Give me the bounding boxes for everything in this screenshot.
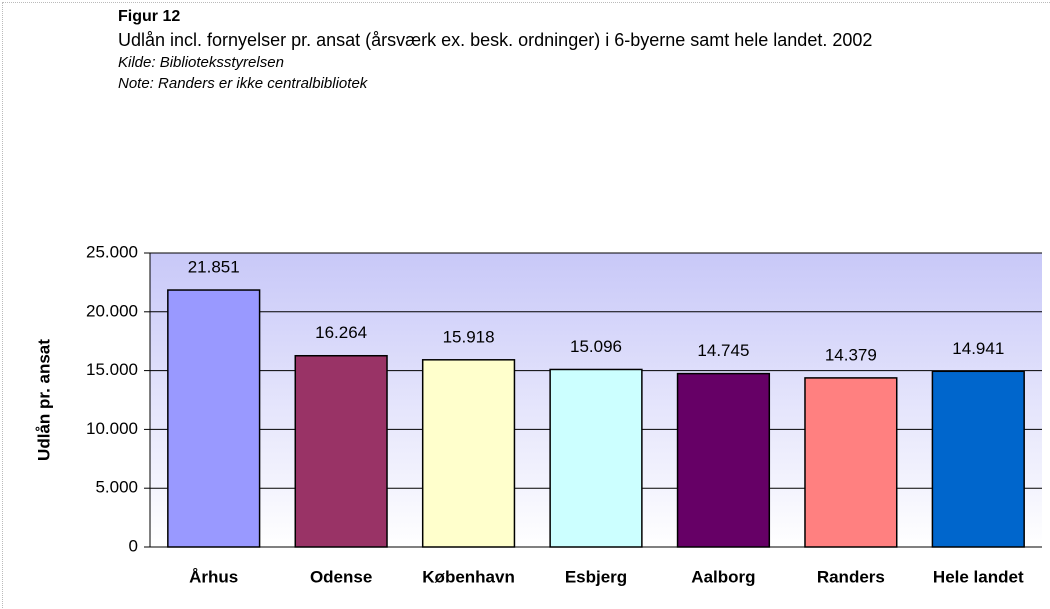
x-tick-label: København <box>422 567 515 586</box>
x-tick-label: Esbjerg <box>565 567 627 586</box>
y-tick-label: 0 <box>129 536 138 555</box>
bar <box>421 359 516 548</box>
data-label: 16.264 <box>315 323 367 342</box>
source: Kilde: Biblioteksstyrelsen <box>118 54 284 71</box>
bar <box>294 354 388 548</box>
bar <box>676 372 771 548</box>
data-label: 14.745 <box>697 341 749 360</box>
chart-title: Figur 12 <box>118 8 181 25</box>
x-tick-label: Århus <box>189 567 238 586</box>
y-tick-label: 15.000 <box>86 360 138 379</box>
y-tick-label: 5.000 <box>95 478 138 497</box>
data-label: 14.379 <box>825 345 877 364</box>
y-axis-label: Udlån pr. ansat <box>34 339 53 461</box>
data-label: 15.096 <box>570 337 622 356</box>
chart-subtitle: Udlån incl. fornyelser pr. ansat (årsvær… <box>118 30 873 50</box>
bar <box>549 368 643 548</box>
y-tick-label: 20.000 <box>86 301 138 320</box>
y-tick-label: 25.000 <box>86 242 138 261</box>
data-label: 15.918 <box>443 327 495 346</box>
bar <box>804 377 898 548</box>
bar <box>167 289 261 548</box>
x-tick-label: Randers <box>817 567 885 586</box>
data-label: 14.941 <box>952 339 1004 358</box>
x-tick-label: Hele landet <box>933 567 1024 586</box>
bar <box>931 370 1025 548</box>
header: Figur 12 Udlån incl. fornyelser pr. ansa… <box>118 6 978 94</box>
x-tick-label: Aalborg <box>691 567 755 586</box>
note: Note: Randers er ikke centralbibliotek <box>118 75 368 92</box>
x-tick-label: Odense <box>310 567 372 586</box>
data-label: 21.851 <box>188 258 240 277</box>
y-tick-label: 10.000 <box>86 419 138 438</box>
